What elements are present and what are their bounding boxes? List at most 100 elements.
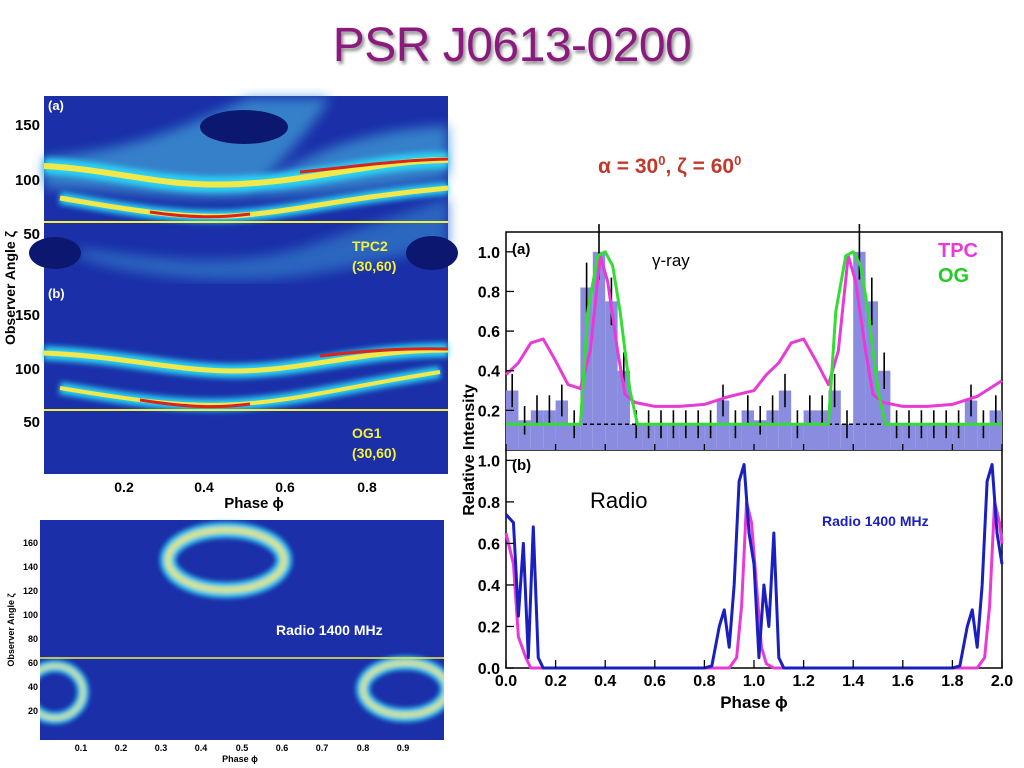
map-b-ytick-50: 50: [23, 414, 40, 431]
radio-ytick-60: 60: [28, 658, 38, 668]
map-b-ytick-100: 100: [15, 361, 40, 378]
map-a-ytick-100: 100: [15, 172, 40, 189]
histogram-bar: [766, 410, 779, 450]
y-tick-label-a: 0.6: [478, 324, 500, 341]
map-panel-a: (a) TPC2 (30,60): [29, 96, 458, 284]
model-label-tpc2: TPC2: [352, 238, 388, 254]
x-tick-label: 0.4: [594, 673, 616, 690]
radio-ytick-80: 80: [28, 634, 38, 644]
radio-ytick-40: 40: [28, 682, 38, 692]
curve-ylabel: Relative Intensity: [461, 384, 478, 516]
panel-b-plot: [504, 463, 1004, 670]
panel-b-tag: (b): [48, 286, 65, 301]
radio-xtick-0-6: 0.6: [276, 743, 289, 753]
radio-sky-map: Radio 1400 MHz 160 140 120 100 80 60 40 …: [0, 520, 450, 764]
x-tick-label: 1.0: [743, 673, 765, 690]
y-tick-label-b: 1.0: [478, 453, 500, 470]
map-ylabel: Observer Angle ζ: [2, 230, 18, 345]
radio-xtick-0-2: 0.2: [115, 743, 128, 753]
map-panel-b: (b) OG1 (30,60): [43, 284, 449, 474]
alpha-text: α = 30: [598, 155, 659, 178]
histogram-bar: [828, 390, 841, 450]
x-tick-label: 0.6: [644, 673, 666, 690]
histogram-bar: [617, 370, 630, 450]
light-curve-plot: (a) (b) γ-ray TPC OG Radio Radio 1400 MH…: [461, 224, 1013, 712]
y-tick-label-a: 0.4: [478, 364, 500, 381]
x-tick-label: 1.2: [792, 673, 814, 690]
model-label-og1: OG1: [352, 425, 382, 441]
x-tick-label: 0.0: [495, 673, 517, 690]
legend-og: OG: [938, 265, 969, 287]
model-parameters: α = 300, ζ = 600: [598, 153, 741, 179]
map-xlabel: Phase ϕ: [224, 495, 284, 512]
radio-xtick-0-4: 0.4: [195, 743, 208, 753]
radio-label: Radio: [590, 488, 647, 513]
panel-a-plot: [504, 224, 1003, 450]
radio-map-xlabel: Phase ϕ: [222, 754, 258, 764]
map-a-dark-spot: [200, 110, 288, 144]
curve-panel-b-tag: (b): [512, 457, 531, 474]
map-xtick-0-4: 0.4: [194, 479, 214, 495]
y-tick-label-b: 0.8: [478, 495, 500, 512]
series-og-line: [506, 250, 1002, 426]
histogram-bar: [803, 410, 816, 450]
y-tick-label-a: 1.0: [478, 245, 500, 262]
gamma-sky-maps: (a) TPC2 (30,60) (b) OG1 (30,60) 150 100…: [2, 96, 458, 512]
radio-ytick-120: 120: [23, 586, 38, 596]
map-a-ytick-150: 150: [15, 117, 40, 134]
radio-frequency-label: Radio 1400 MHz: [822, 513, 929, 529]
y-tick-label-a: 0.8: [478, 284, 500, 301]
y-tick-label-a: 0.2: [478, 403, 500, 420]
panel-a-tag: (a): [48, 98, 64, 113]
x-tick-label: 1.8: [941, 673, 963, 690]
gamma-ray-label: γ-ray: [652, 251, 690, 270]
curve-panel-a-tag: (a): [512, 241, 530, 258]
radio-map-label: Radio 1400 MHz: [276, 622, 383, 638]
legend-tpc: TPC: [938, 240, 978, 262]
radio-xtick-0-7: 0.7: [316, 743, 329, 753]
radio-xtick-0-1: 0.1: [75, 743, 88, 753]
y-tick-label-b: 0.0: [478, 661, 500, 678]
curve-axis-ticks: 0.0 0.2 0.4 0.6 0.8 1.0 1.2 1.4 1.6 1.8 2.0 1.0 0.8 0…: [478, 245, 1013, 690]
histogram-bar: [816, 410, 829, 450]
series-radio-line: [504, 463, 1004, 670]
map-xtick-0-8: 0.8: [357, 479, 377, 495]
zeta-text: , ζ = 60: [665, 155, 735, 178]
histogram-bar: [878, 370, 891, 450]
y-tick-label-b: 0.6: [478, 536, 500, 553]
map-xtick-0-2: 0.2: [114, 479, 134, 495]
radio-map-ylabel: Observer Angle ζ: [6, 593, 16, 666]
radio-xtick-0-5: 0.5: [236, 743, 249, 753]
model-params-a: (30,60): [352, 258, 396, 274]
map-a-ytick-50: 50: [23, 226, 40, 243]
slide-title: PSR J0613-0200: [332, 19, 692, 72]
map-xtick-0-6: 0.6: [275, 479, 295, 495]
histogram-bar: [506, 390, 519, 450]
histogram-bar: [989, 410, 1002, 450]
x-tick-label: 0.8: [693, 673, 715, 690]
histogram-bar: [518, 420, 531, 450]
histogram-bar: [754, 420, 767, 450]
radio-xtick-0-3: 0.3: [155, 743, 168, 753]
curve-xlabel: Phase ϕ: [720, 693, 788, 712]
alpha-degree: 0: [658, 153, 666, 168]
radio-ytick-100: 100: [23, 610, 38, 620]
x-tick-label: 2.0: [991, 673, 1013, 690]
radio-xtick-0-9: 0.9: [397, 743, 410, 753]
y-tick-label-b: 0.4: [478, 578, 500, 595]
model-params-b: (30,60): [352, 445, 396, 461]
series-tpc-line: [504, 254, 1003, 408]
series-radio-line: [504, 500, 1004, 670]
x-tick-label: 1.6: [892, 673, 914, 690]
histogram-bar: [530, 410, 544, 450]
zeta-degree: 0: [734, 153, 742, 168]
radio-ytick-20: 20: [28, 706, 38, 716]
x-tick-label: 0.2: [544, 673, 566, 690]
map-b-ytick-150: 150: [15, 307, 40, 324]
y-tick-label-b: 0.2: [478, 619, 500, 636]
histogram-bar: [741, 410, 754, 450]
histogram-bar: [853, 251, 866, 450]
radio-ytick-140: 140: [23, 562, 38, 572]
x-tick-label: 1.4: [842, 673, 864, 690]
radio-ytick-160: 160: [23, 538, 38, 548]
